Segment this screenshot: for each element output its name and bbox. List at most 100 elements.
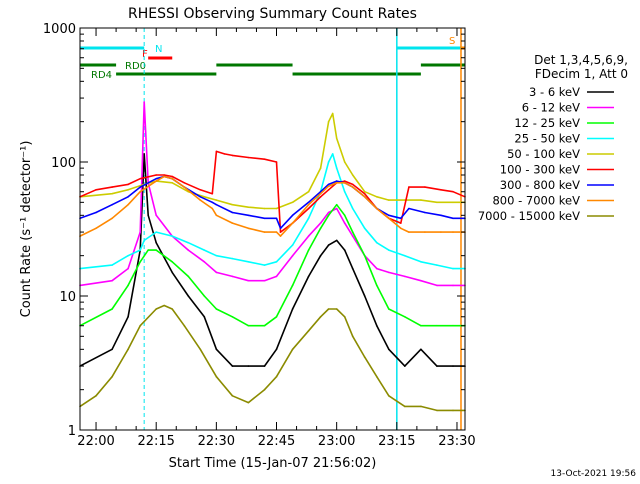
series-point [452, 409, 454, 412]
series-point [127, 284, 129, 287]
flag-label-rd4: RD4 [91, 70, 112, 81]
series-point [327, 161, 330, 163]
series-point [388, 214, 390, 217]
series-point [247, 279, 250, 282]
series-point [163, 304, 165, 307]
series-point [335, 308, 338, 310]
y-tick-label: 100 [51, 156, 76, 171]
legend-entry-label: 6 - 12 keV [522, 101, 580, 115]
series-point [247, 261, 250, 263]
series-point [275, 316, 278, 318]
series-point [420, 324, 422, 327]
series-point [127, 267, 129, 270]
flag-label-s: S [449, 36, 455, 47]
series-point [376, 375, 378, 378]
series-point [424, 211, 426, 214]
series-point [139, 177, 141, 180]
series-point [376, 196, 378, 198]
series-point [307, 203, 310, 206]
legend-entry-label: 7000 - 15000 keV [478, 209, 580, 223]
series-point [335, 203, 338, 206]
series-point [127, 254, 129, 257]
series-point [388, 271, 390, 274]
plot-frame [79, 27, 466, 431]
series-point [155, 241, 157, 244]
series-point [351, 235, 354, 237]
series-point [327, 244, 330, 246]
series-point [307, 275, 310, 278]
series-point [388, 395, 390, 397]
series-point [319, 227, 322, 230]
series-point [327, 120, 330, 123]
series-point [335, 137, 338, 140]
y-axis-label: Count Rate (s⁻¹ detector⁻¹) [19, 141, 34, 318]
x-tick-label: 22:15 [137, 434, 174, 449]
series-point [363, 356, 366, 358]
x-tick-label: 23:15 [378, 434, 415, 449]
series-point [171, 271, 173, 274]
series-point [171, 235, 173, 237]
series-point [452, 284, 454, 287]
series-point [319, 316, 322, 318]
series-point [155, 174, 157, 176]
series-point [203, 196, 206, 198]
series-point [203, 249, 206, 251]
legend: Det 1,3,4,5,6,9,FDecim 1, Att 0 3 - 6 keV… [478, 53, 628, 223]
series-point [452, 190, 454, 193]
series-point [139, 186, 141, 188]
series-point [335, 239, 338, 242]
series-point [291, 308, 294, 310]
series-point [127, 316, 129, 318]
series-point [376, 207, 378, 210]
series-point [291, 284, 294, 287]
legend-entry-label: 3 - 6 keV [529, 85, 580, 99]
series-point [215, 348, 218, 351]
series-point [215, 203, 218, 206]
series-point [404, 365, 406, 367]
series-point [436, 409, 438, 412]
series-point [363, 190, 366, 193]
series-point [231, 154, 234, 157]
series-point [351, 183, 354, 186]
series-point [307, 330, 310, 332]
series-point [143, 153, 145, 155]
series-point [231, 395, 234, 397]
series-point [351, 174, 354, 176]
series-point [343, 214, 346, 217]
series-point [247, 227, 250, 230]
series-point [400, 217, 402, 220]
series-point [436, 264, 438, 266]
series-point [291, 348, 294, 351]
series-point [139, 261, 141, 263]
series-point [343, 316, 346, 318]
series-point [319, 192, 322, 195]
series-point [307, 235, 310, 237]
series-point [231, 316, 234, 318]
series-point [155, 249, 157, 251]
series-point [331, 112, 334, 115]
event-markers [143, 28, 466, 430]
series-point [127, 189, 129, 191]
series-point [275, 275, 278, 278]
series-point [263, 217, 266, 220]
series-point [327, 189, 330, 191]
series-point [127, 203, 129, 206]
series-point [263, 324, 266, 327]
series-point [404, 254, 406, 257]
series-point [155, 214, 157, 217]
series-point [147, 214, 149, 217]
series-point [263, 365, 266, 367]
series-point [183, 182, 186, 184]
series-point [263, 388, 266, 391]
series-point [452, 267, 454, 270]
series-point [171, 177, 173, 180]
series-point [247, 156, 250, 159]
series-point [275, 261, 278, 263]
legend-header-line: Det 1,3,4,5,6,9, [534, 53, 628, 67]
series-point [420, 261, 422, 263]
series-point [111, 186, 113, 188]
series-point [319, 190, 322, 193]
series-point [376, 324, 378, 327]
series-point [163, 174, 165, 176]
series-point [127, 348, 129, 351]
